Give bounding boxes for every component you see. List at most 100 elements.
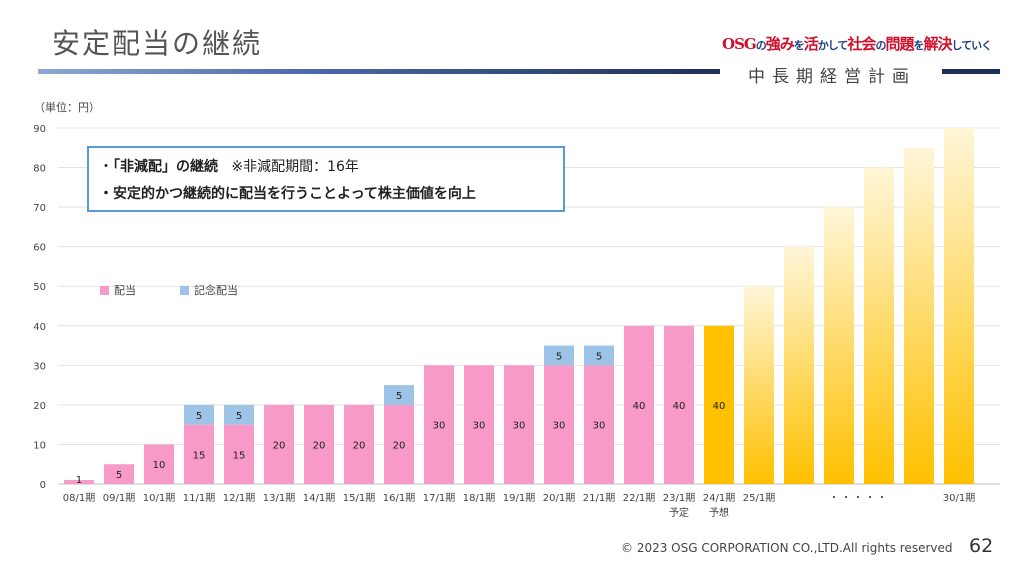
title-underline-end [942, 69, 1000, 74]
x-tick-label: 12/1期 [223, 492, 255, 504]
bar-dividend [424, 365, 454, 484]
legend-swatch-dividend [100, 286, 109, 295]
slogan-part: 問題 [885, 35, 914, 53]
callout-bold-text: 「非減配」の継続 [113, 159, 218, 175]
x-tick-label: 17/1期 [423, 492, 455, 504]
legend-swatch-commemorative [180, 286, 189, 295]
callout-note: ※非減配期間：16年 [231, 159, 359, 175]
bar-value-label: 40 [633, 401, 646, 412]
bar-value-label: 40 [673, 401, 686, 412]
bar-value-label: 30 [473, 421, 486, 432]
x-tick-label: 20/1期 [543, 492, 575, 504]
y-tick-label: 90 [33, 124, 46, 135]
x-tick-label: 24/1期 [703, 492, 735, 504]
y-tick-label: 40 [33, 322, 46, 333]
bar-dividend [64, 480, 94, 484]
y-tick-label: 60 [33, 243, 46, 254]
slogan-part: 社会 [847, 35, 876, 53]
x-tick-sublabel: 予想 [709, 506, 729, 519]
page-number: 62 [969, 535, 994, 557]
bar-value-label: 5 [556, 351, 562, 362]
x-tick-label: 23/1期 [663, 492, 695, 504]
x-tick-label: 15/1期 [343, 492, 375, 504]
x-tick-label: 10/1期 [143, 492, 175, 504]
slogan-part: 強み [765, 35, 795, 53]
bar-dividend [144, 444, 174, 484]
bar-future-target [904, 147, 934, 484]
slogan-part: の [875, 39, 886, 52]
bar-dividend [224, 424, 254, 484]
bar-future-target [944, 128, 974, 484]
copyright: © 2023 OSG CORPORATION CO.,LTD.All right… [621, 541, 953, 555]
bar-dividend [704, 325, 734, 484]
x-tick-label: 16/1期 [383, 492, 415, 504]
bar-dividend [464, 365, 494, 484]
bar-commemorative [184, 404, 214, 425]
bar-value-label: 30 [433, 421, 446, 432]
y-tick-label: 70 [33, 203, 46, 214]
bar-value-label: 30 [593, 421, 606, 432]
bar-value-label: 5 [116, 470, 122, 481]
x-tick-label: 30/1期 [943, 492, 975, 504]
y-tick-label: 50 [33, 282, 46, 293]
callout-line-1: ・「非減配」の継続 ※非減配期間：16年 [99, 154, 563, 181]
x-tick-label: 19/1期 [503, 492, 535, 504]
bar-commemorative [384, 385, 414, 405]
slogan-part: かして [817, 39, 849, 52]
bar-dividend [624, 325, 654, 484]
slogan-part: 解決 [923, 35, 952, 53]
page-subtitle: 中長期経営計画 [748, 67, 916, 87]
x-tick-label: 25/1期 [743, 492, 775, 504]
callout-line-2: ・安定的かつ継続的に配当を行うことよって株主価値を向上 [99, 181, 563, 208]
bar-dividend [504, 365, 534, 484]
callout-box: ・「非減配」の継続 ※非減配期間：16年 ・安定的かつ継続的に配当を行うことよっ… [87, 146, 565, 212]
callout-line-2-text: ・安定的かつ継続的に配当を行うことよって株主価値を向上 [99, 186, 476, 202]
bullet: ・ [99, 159, 113, 175]
x-tick-label: 08/1期 [63, 492, 95, 504]
bar-dividend [544, 365, 574, 484]
bar-value-label: 20 [273, 440, 286, 451]
slogan-part: を [793, 39, 805, 52]
bar-value-label: 1 [76, 475, 82, 486]
slogan-part: の [755, 39, 767, 52]
unit-label: （単位：円） [34, 101, 100, 114]
legend-label-dividend: 配当 [114, 283, 136, 297]
x-tick-label: 21/1期 [583, 492, 615, 504]
x-tick-label: 18/1期 [463, 492, 495, 504]
bar-dividend [664, 325, 694, 484]
bar-dividend [344, 404, 374, 484]
bar-value-label: 10 [153, 460, 166, 471]
bar-future-target [864, 167, 894, 485]
bar-commemorative [224, 404, 254, 425]
bar-value-label: 5 [196, 411, 202, 422]
bar-dividend [184, 424, 214, 484]
bar-dividend [384, 404, 414, 484]
bar-value-label: 5 [236, 411, 242, 422]
slogan-part: 活 [803, 35, 819, 53]
x-ellipsis-label: ・・・・・ [829, 493, 889, 504]
slogan-part: していく [951, 39, 992, 52]
y-tick-label: 20 [33, 401, 46, 412]
bar-dividend [584, 365, 614, 484]
title-underline [38, 69, 720, 74]
y-tick-label: 80 [33, 164, 46, 175]
bar-dividend [104, 464, 134, 484]
bar-future-target [824, 207, 854, 484]
bar-commemorative [584, 345, 614, 366]
bar-future-target [744, 286, 774, 484]
y-tick-label: 0 [40, 480, 46, 491]
x-tick-label: 09/1期 [103, 492, 135, 504]
x-tick-label: 22/1期 [623, 492, 655, 504]
bar-future-target [784, 246, 814, 484]
x-tick-label: 11/1期 [183, 492, 215, 504]
page-title: 安定配当の継続 [52, 27, 263, 60]
bar-dividend [264, 404, 294, 484]
bar-value-label: 5 [396, 391, 402, 402]
bar-commemorative [544, 345, 574, 366]
slogan-part: を [913, 39, 924, 52]
bar-value-label: 15 [233, 450, 246, 461]
slogan-osg: OSG [722, 35, 757, 53]
bar-value-label: 20 [353, 440, 366, 451]
